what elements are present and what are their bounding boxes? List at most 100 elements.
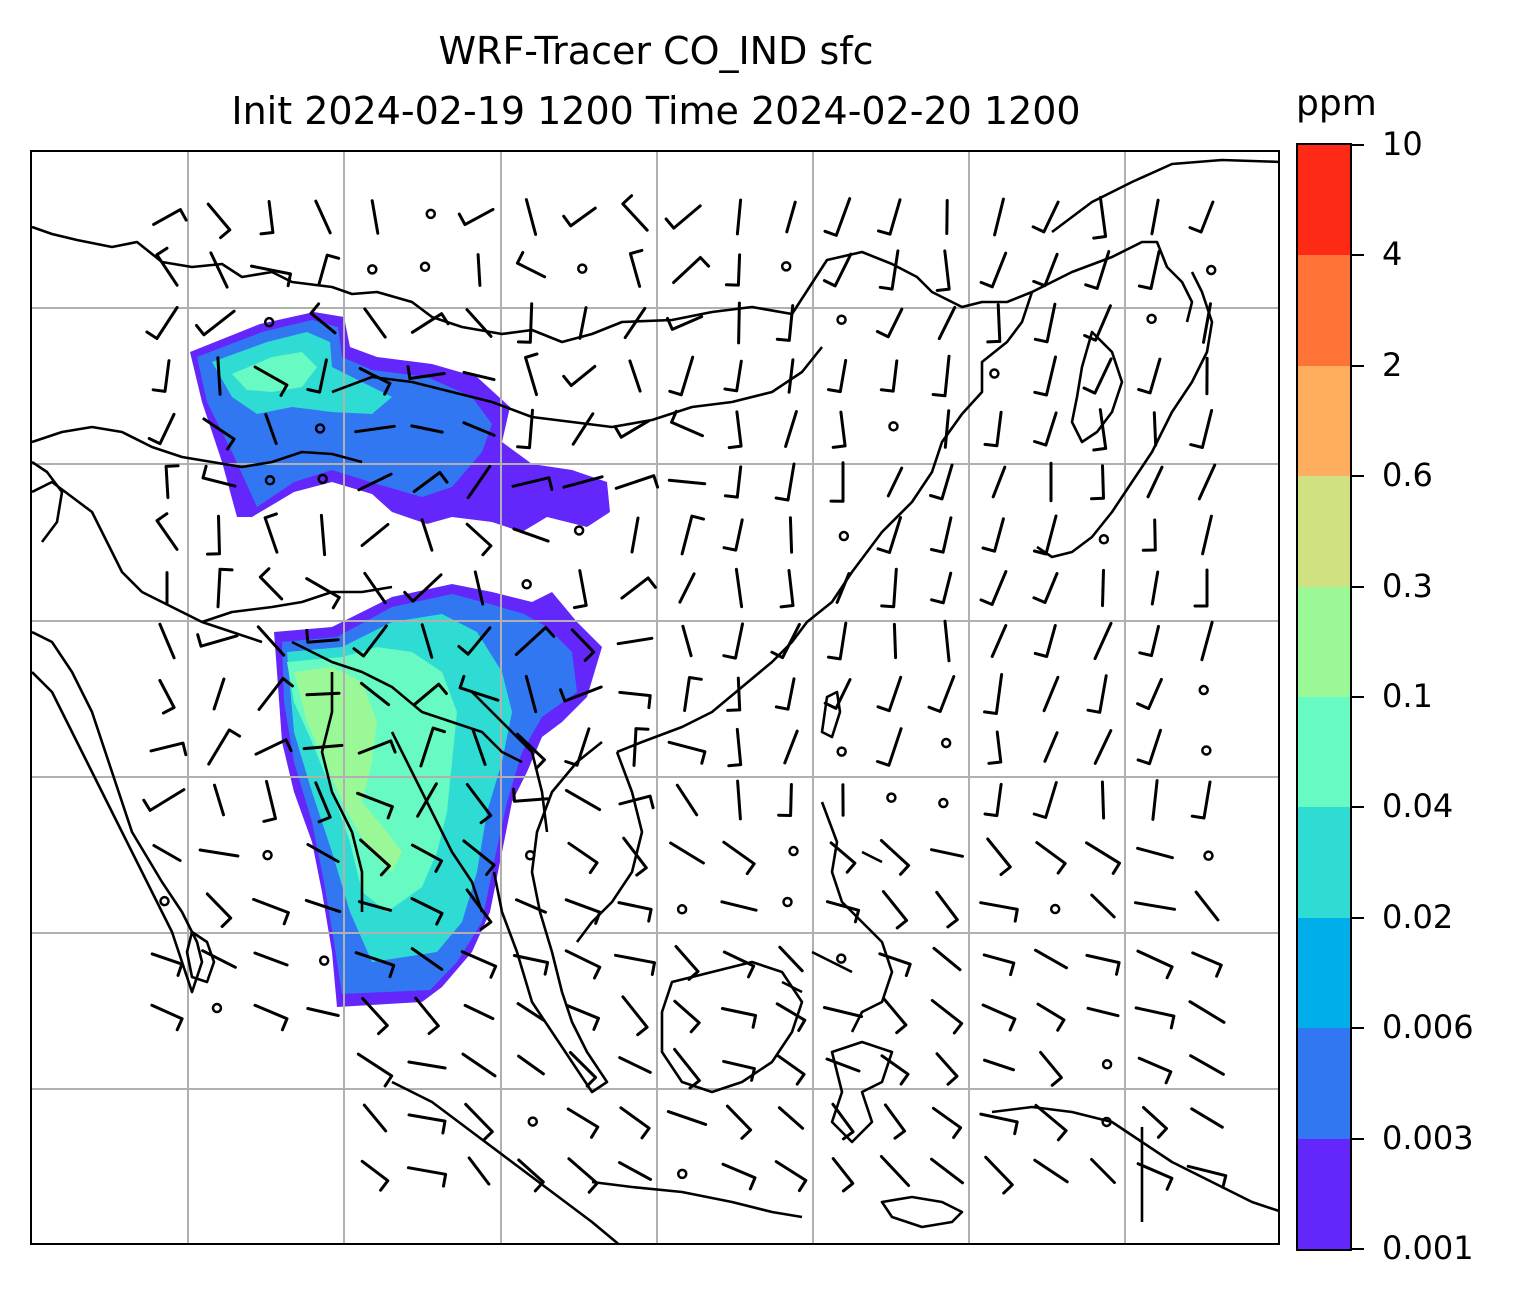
wind-barb (512, 527, 550, 543)
wind-barb (512, 954, 550, 976)
wind-barb (158, 622, 176, 660)
wind-barb (201, 464, 237, 488)
wind-barb (317, 253, 341, 287)
wind-barb (1036, 1002, 1066, 1032)
wind-barb (1032, 572, 1059, 604)
wind-barb (878, 249, 900, 291)
wind-barb (721, 1162, 757, 1191)
wind-barb (363, 571, 387, 605)
wind-barb (517, 1158, 545, 1193)
tracer-plume-north-peak (232, 352, 317, 392)
wind-barb (360, 1159, 390, 1192)
wind-barb (357, 900, 393, 912)
wind-barb (314, 781, 332, 824)
wind-barb (826, 621, 848, 661)
colorbar-tick (1352, 696, 1364, 698)
wind-barb (1193, 568, 1209, 608)
wind-barb (164, 464, 180, 500)
colorbar-tick-label: 4 (1382, 235, 1403, 274)
wind-barb (201, 949, 237, 969)
wind-barb (720, 900, 758, 912)
wind-barb-calm (263, 316, 275, 328)
wind-barb (302, 743, 344, 751)
wind-barb (559, 685, 603, 703)
wind-barb (931, 354, 951, 398)
colorbar-segment (1298, 586, 1350, 697)
colorbar-segment (1298, 917, 1350, 1029)
tracer-concentration-field (190, 312, 610, 1007)
wind-barb (613, 419, 651, 439)
wind-barb-calm (989, 368, 1000, 379)
wind-barb-calm (838, 530, 850, 542)
wind-barb (257, 677, 294, 711)
wind-barb (420, 518, 434, 552)
wind-barb-calm (780, 261, 792, 272)
wind-barb (618, 690, 652, 710)
wind-barb (213, 783, 225, 817)
wind-barb (158, 679, 176, 715)
wind-barb (667, 478, 707, 486)
wind-barb (1141, 518, 1157, 552)
wind-barb (1093, 729, 1113, 765)
wind-barb (670, 409, 704, 438)
wind-barb (1190, 780, 1212, 820)
wind-barb (457, 207, 495, 227)
wind-barb (981, 517, 1005, 553)
wind-barb (1137, 357, 1162, 395)
wind-barb (152, 844, 182, 862)
coastline-sumatra (391, 1080, 620, 1243)
wind-barb (776, 1054, 806, 1086)
wind-barb (410, 424, 444, 434)
wind-barb (725, 1104, 753, 1140)
wind-barb (986, 303, 1002, 344)
wind-barb (981, 1003, 1017, 1032)
wind-barb-calm (940, 737, 952, 749)
wind-barb (783, 729, 799, 765)
wind-barb (1090, 893, 1116, 919)
wind-barb-calm (367, 264, 378, 275)
wind-barb (618, 794, 655, 810)
wind-barb (723, 465, 743, 499)
wind-barb-calm (524, 849, 536, 861)
wind-barb (463, 1003, 495, 1021)
wind-barb (352, 624, 388, 658)
wind-barb (359, 681, 391, 707)
colorbar-tick (1352, 144, 1364, 146)
wind-barb (1202, 302, 1212, 344)
wind-barb (461, 1052, 497, 1078)
wind-barb (407, 1060, 447, 1070)
wind-barb (1100, 780, 1106, 820)
coastline-japan (1036, 271, 1214, 559)
wind-barb (216, 567, 234, 609)
colorbar-segment (1298, 476, 1350, 587)
coastline-north-border (32, 225, 1194, 344)
wind-barb (1082, 357, 1113, 395)
wind-barb-calm (888, 421, 899, 432)
wind-barb (1189, 1054, 1225, 1076)
colorbar-tick (1352, 1137, 1364, 1140)
wind-barb (984, 1155, 1014, 1195)
wind-barb (779, 569, 795, 609)
wind-barb (667, 740, 707, 765)
wind-barb (727, 727, 743, 768)
colorbar-tick-label: 2 (1382, 345, 1403, 384)
wind-barb (680, 514, 705, 556)
wind-barb (620, 576, 657, 600)
wind-barb (206, 514, 221, 556)
wind-barb (831, 410, 847, 449)
wind-barb (876, 516, 902, 554)
wind-barb (259, 200, 275, 236)
wind-barb (524, 352, 539, 397)
wind-barb (1134, 1006, 1176, 1030)
wind-barb (305, 628, 340, 644)
wind-barb (515, 898, 547, 914)
wind-barb (678, 572, 696, 604)
wind-barb (935, 890, 959, 929)
wind-barb (722, 518, 744, 552)
wind-barb-calm (1098, 534, 1110, 545)
wind-barb (623, 306, 647, 340)
wind-barb-calm (317, 473, 328, 485)
wind-barb (564, 727, 591, 767)
wind-barb (205, 892, 233, 928)
wind-barb (876, 675, 903, 713)
